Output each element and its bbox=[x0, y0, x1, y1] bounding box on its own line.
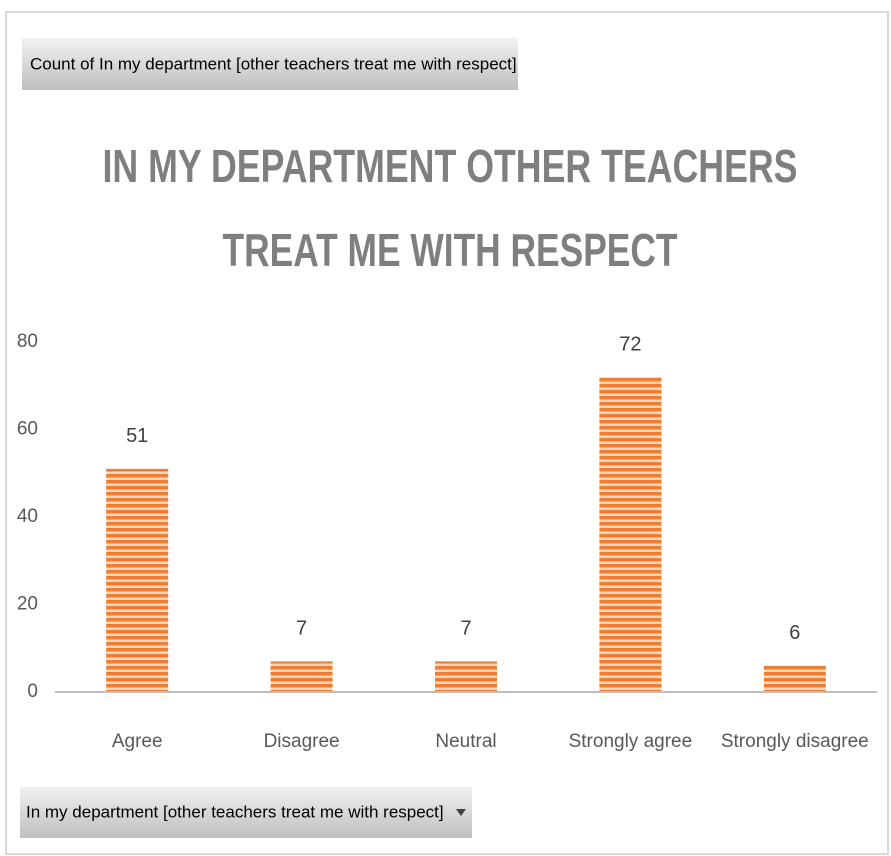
axis-field-label: In my department [other teachers treat m… bbox=[26, 802, 444, 821]
chart-title: IN MY DEPARTMENT OTHER TEACHERS bbox=[103, 140, 798, 192]
y-tick-label: 80 bbox=[17, 331, 38, 352]
x-tick-label: Disagree bbox=[264, 731, 340, 752]
dropdown-arrow[interactable] bbox=[456, 809, 466, 816]
axis-field-button[interactable] bbox=[20, 787, 472, 838]
data-label: 7 bbox=[296, 618, 307, 640]
bar bbox=[599, 377, 662, 692]
bar bbox=[106, 468, 169, 692]
value-field-button[interactable] bbox=[22, 38, 518, 90]
data-label: 51 bbox=[126, 425, 148, 447]
data-label: 72 bbox=[619, 333, 641, 355]
y-tick-label: 0 bbox=[27, 681, 38, 702]
bar bbox=[270, 661, 333, 692]
data-label: 7 bbox=[460, 618, 471, 640]
x-tick-label: Neutral bbox=[435, 731, 496, 752]
chart-frame bbox=[5, 11, 889, 855]
x-tick-label: Agree bbox=[112, 731, 163, 752]
y-tick-label: 40 bbox=[17, 506, 38, 527]
y-tick-label: 60 bbox=[17, 419, 38, 440]
data-label: 6 bbox=[789, 622, 800, 644]
bar bbox=[763, 665, 826, 692]
bar bbox=[435, 661, 497, 692]
x-tick-label: Strongly disagree bbox=[721, 731, 869, 752]
chart-title: TREAT ME WITH RESPECT bbox=[223, 224, 678, 276]
x-tick-label: Strongly agree bbox=[569, 731, 693, 752]
y-tick-label: 20 bbox=[17, 594, 38, 615]
value-field-label: Count of In my department [other teacher… bbox=[30, 54, 517, 73]
